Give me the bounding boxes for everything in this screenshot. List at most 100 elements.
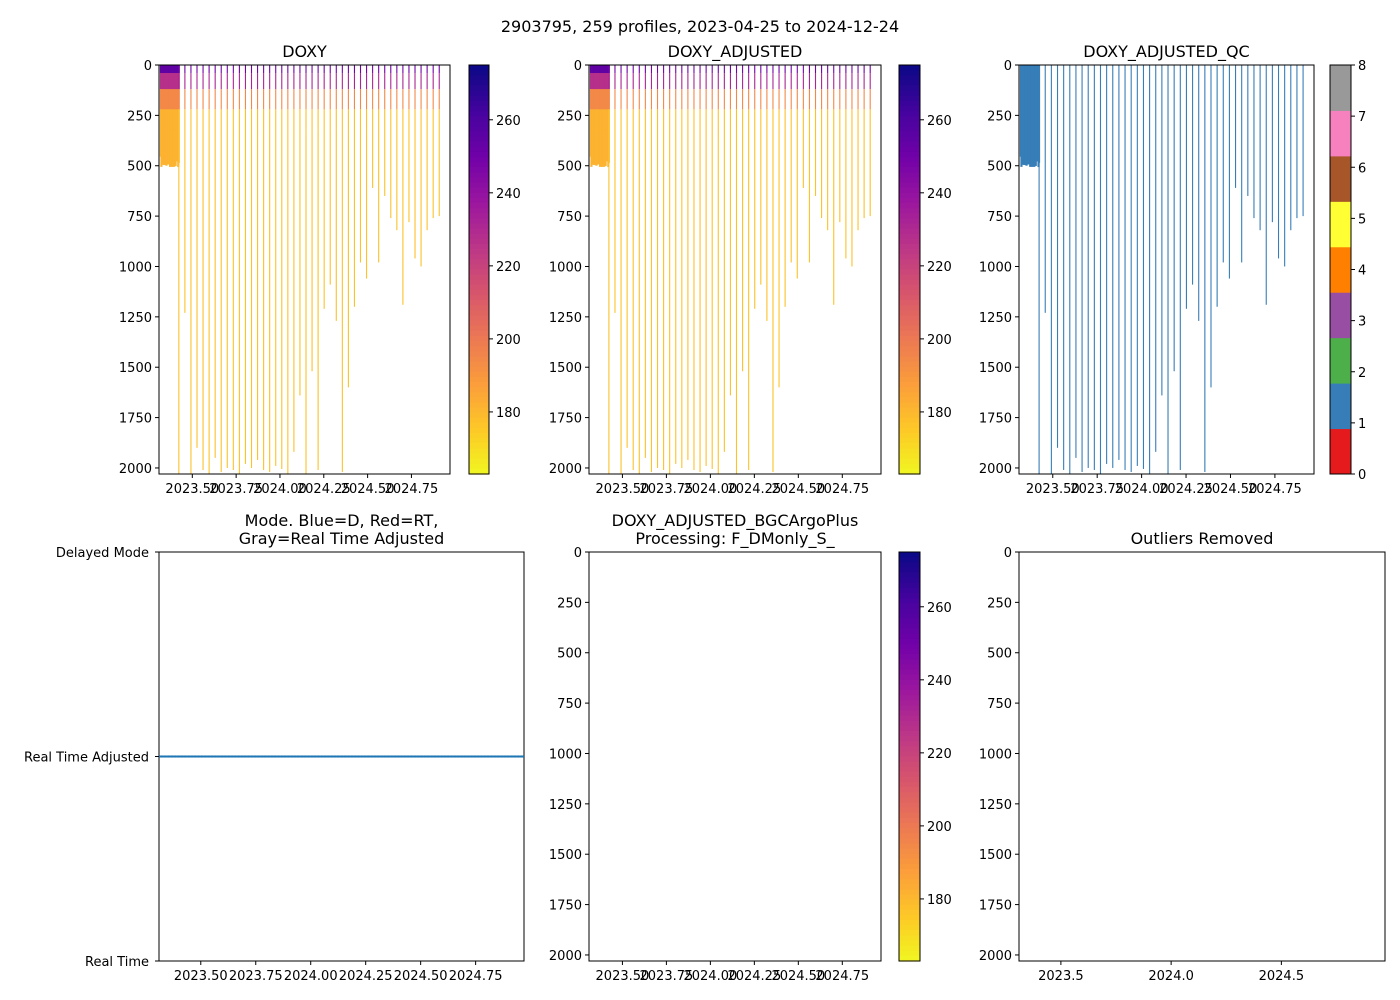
doxy-profile-seg (426, 65, 428, 74)
doxy-adjusted-profile-seg (821, 65, 823, 74)
doxy-adjusted-profile-seg (626, 109, 628, 130)
doxy-colorbar-tick-label: 200 (496, 333, 521, 348)
doxy-adjusted-profile-seg (632, 73, 634, 90)
bgcargoplus-ytick-label: 750 (557, 697, 582, 712)
bgcargoplus-colorbar-seg (899, 909, 920, 916)
doxy-adjusted-qc-frame (1018, 64, 1315, 475)
doxy-colorbar-seg (469, 208, 489, 214)
doxy-adjusted-profile-seg (632, 109, 634, 130)
doxy-ytick-label: 0 (144, 59, 152, 74)
doxy-profile-seg (366, 109, 368, 130)
mode-xtick-label: 2024.25 (339, 969, 393, 984)
doxy-profile-seg (184, 129, 186, 313)
bgcargoplus-colorbar-seg (899, 868, 920, 875)
doxy-colorbar-seg (469, 274, 489, 281)
doxy-profile-seg (347, 65, 349, 74)
doxy-profile-seg (347, 109, 349, 130)
doxy-adjusted-profile-seg (766, 73, 768, 90)
doxy-adjusted-profile-seg (742, 129, 744, 372)
mode-ytick-label: Real Time Adjusted (24, 751, 149, 766)
doxy-adjusted-colorbar-seg (899, 325, 920, 332)
doxy-profile-seg (305, 65, 307, 74)
doxy-adjusted-profile-seg (857, 129, 859, 231)
doxy-adjusted-qc-profile (1149, 65, 1151, 474)
doxy-adjusted-profile-seg (729, 73, 731, 90)
doxy-profile-seg (353, 65, 356, 74)
doxy-adjusted-profile-seg (796, 73, 798, 90)
doxy-profile-seg (305, 89, 307, 110)
doxy-colorbar-seg (469, 341, 489, 347)
doxy-adjusted-qc-colorbar-tick-label: 4 (1358, 264, 1366, 279)
doxy-xtick-label: 2023.75 (209, 482, 263, 497)
doxy-colorbar-seg (469, 126, 489, 133)
doxy-profile-seg (263, 89, 265, 110)
doxy-adjusted-colorbar-seg (899, 105, 920, 112)
doxy-adjusted-colorbar-seg (899, 305, 920, 311)
doxy-profile-seg (396, 129, 398, 231)
doxy-adjusted-profile-seg (717, 109, 719, 130)
doxy-adjusted-qc-ytick-label: 0 (1004, 59, 1012, 74)
doxy-profile-seg (432, 89, 434, 110)
doxy-profile-seg (196, 73, 198, 90)
doxy-profile-seg (408, 65, 410, 74)
panels: 2023.502023.752024.002024.252024.502024.… (24, 42, 1386, 984)
doxy-adjusted-profile-seg (729, 89, 731, 110)
doxy-profile-seg (226, 65, 228, 74)
doxy-colorbar-seg (469, 116, 489, 122)
doxy-profile-seg (359, 109, 362, 130)
bgcargoplus-colorbar-seg (899, 725, 920, 732)
doxy-colorbar-seg (469, 100, 489, 107)
bgcargoplus-colorbar-seg (899, 705, 920, 712)
doxy-adjusted-colorbar-seg (899, 346, 920, 352)
doxy-profile-seg (311, 65, 313, 74)
doxy-adjusted-qc-colorbar-tick-label: 7 (1358, 110, 1366, 125)
doxy-adjusted-profile-seg (656, 73, 659, 90)
bgcargoplus-xtick-label: 2024.25 (727, 969, 781, 984)
bgcargoplus-colorbar-seg (899, 690, 920, 696)
panel-outliers: 2023.5 2024.0 2024.5 0 250 500 750 1000 1250 1500… (979, 529, 1386, 984)
doxy-adjusted-profile-seg (614, 109, 616, 130)
doxy-adjusted-colorbar-seg (899, 269, 920, 276)
doxy-adjusted-profile-seg (638, 129, 640, 474)
doxy-profile-seg (384, 73, 386, 90)
doxy-profile-seg (281, 73, 283, 90)
doxy-profile-seg (402, 129, 404, 305)
doxy-adjusted-profile-seg (620, 73, 622, 90)
doxy-colorbar-seg (469, 228, 489, 235)
doxy-adjusted-profile-seg (681, 89, 683, 110)
doxy-adjusted-profile-seg (608, 109, 610, 130)
outliers-ytick-label: 1250 (979, 798, 1012, 813)
doxy-profile-seg (238, 73, 240, 90)
doxy-colorbar-seg (469, 361, 489, 368)
doxy-profile-seg (390, 89, 392, 110)
doxy-profile-seg (250, 89, 253, 110)
doxy-profile-seg (311, 73, 313, 90)
doxy-adjusted-colorbar-seg (899, 366, 920, 373)
doxy-adjusted-qc-profile (1044, 65, 1046, 313)
doxy-adjusted-profile-seg (656, 89, 659, 110)
bgcargoplus-colorbar-seg (899, 669, 920, 676)
doxy-colorbar-seg (469, 146, 489, 153)
doxy-adjusted-qc-colorbar-tick-label: 8 (1358, 59, 1366, 74)
doxy-profile-seg (414, 129, 416, 259)
doxy-adjusted-profile-seg (748, 109, 750, 130)
doxy-profile-seg (202, 109, 204, 130)
doxy-profile-seg (214, 129, 216, 458)
doxy-adjusted-qc-ytick-label: 500 (987, 160, 1012, 175)
doxy-adjusted-colorbar-seg (899, 249, 920, 255)
bgcargoplus-colorbar-seg (899, 935, 920, 942)
doxy-adjusted-qc-profile (1081, 65, 1083, 472)
doxy-profile-seg (335, 73, 337, 90)
outliers-ytick-label: 500 (987, 647, 1012, 662)
doxy-adjusted-qc-colorbar-tick-label: 2 (1358, 366, 1366, 381)
doxy-adjusted-profile-seg (821, 129, 823, 219)
doxy-colorbar-seg (469, 162, 489, 168)
doxy-adjusted-profile-seg (814, 89, 817, 110)
doxy-adjusted-profile-seg (851, 89, 853, 110)
doxy-xtick-label: 2024.50 (341, 482, 395, 497)
doxy-adjusted-qc-profile (1253, 65, 1255, 219)
doxy-profile-seg (366, 65, 368, 74)
doxy-profile-seg (287, 73, 289, 90)
bgcargoplus-colorbar-seg (899, 838, 920, 845)
bgcargoplus-colorbar-seg (899, 572, 920, 579)
